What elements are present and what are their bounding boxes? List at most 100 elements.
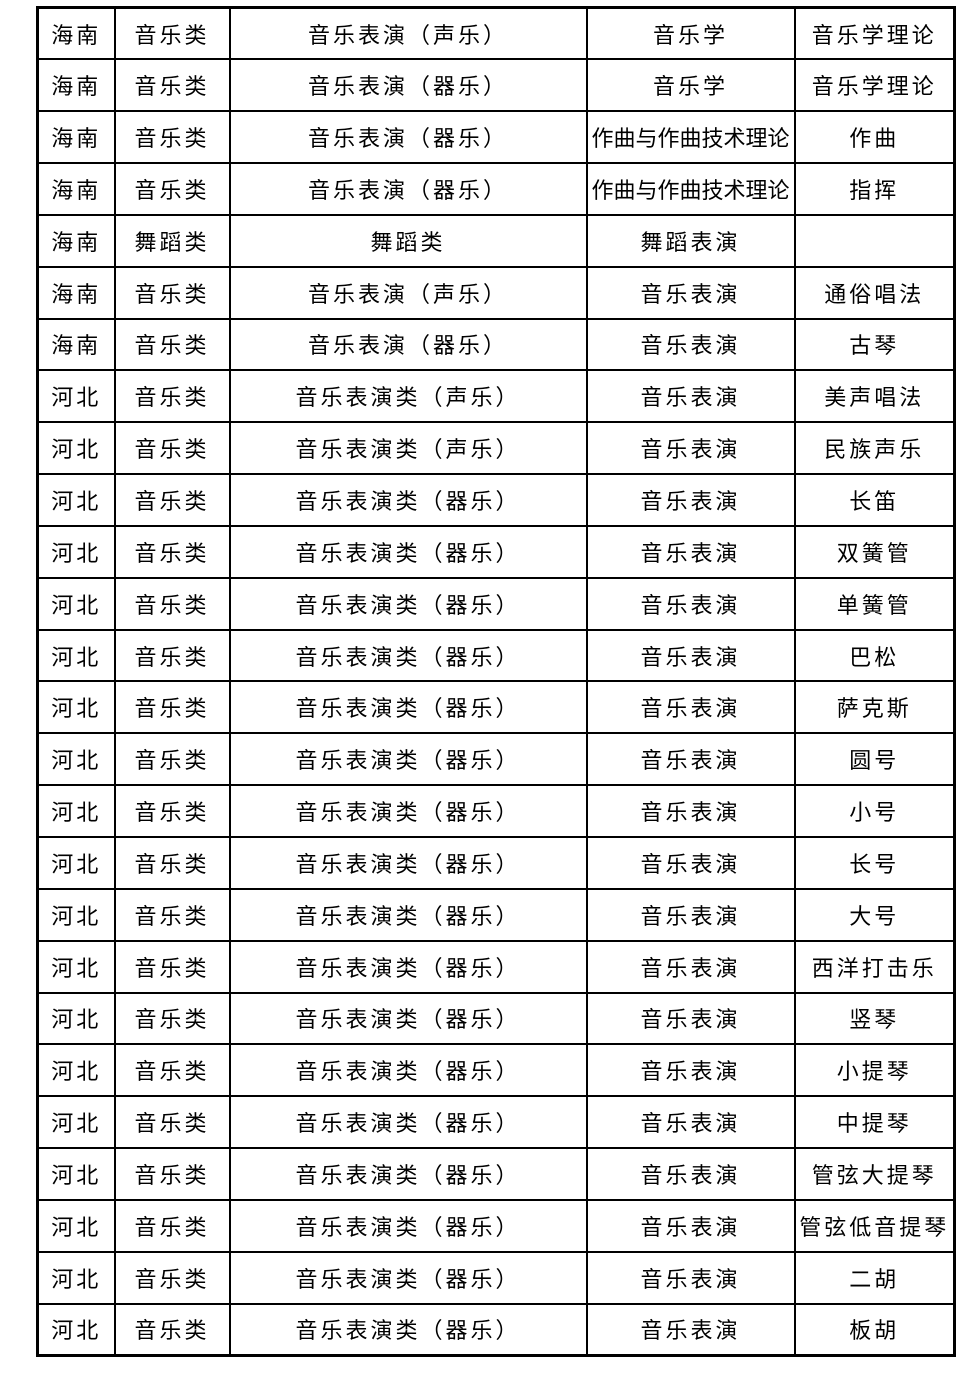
cell-category: 音乐类 <box>113 628 231 683</box>
cell-text: 音乐表演 <box>640 800 741 826</box>
cell-text: 音乐表演 <box>640 1007 741 1033</box>
cell-exam-type: 音乐表演类（器乐） <box>228 1198 588 1253</box>
cell-exam-type: 音乐表演类（器乐） <box>228 732 588 787</box>
cell-major: 音乐表演 <box>585 265 796 320</box>
cell-major: 音乐表演 <box>585 991 796 1046</box>
cell-major: 音乐表演 <box>585 1095 796 1150</box>
cell-province: 河北 <box>36 732 116 787</box>
cell-text: 音乐类 <box>134 437 210 463</box>
cell-exam-type: 音乐表演（器乐） <box>228 58 588 113</box>
cell-province: 海南 <box>36 58 116 113</box>
cell-text: 小提琴 <box>836 1059 912 1085</box>
cell-text: 音乐表演 <box>640 1162 741 1188</box>
cell-text: 作曲 <box>849 126 900 152</box>
cell-province: 海南 <box>36 317 116 372</box>
cell-text: 音乐类 <box>134 1007 210 1033</box>
table-row: 河北 音乐类 音乐表演类（器乐） 音乐表演 长号 <box>36 836 956 890</box>
cell-major: 音乐表演 <box>585 887 796 942</box>
cell-text: 音乐表演 <box>640 489 741 515</box>
cell-text: 音乐表演 <box>640 851 741 877</box>
cell-text: 音乐表演类（器乐） <box>295 489 521 515</box>
cell-direction: 管弦大提琴 <box>793 1147 956 1201</box>
cell-category: 音乐类 <box>113 110 231 165</box>
cell-text: 音乐表演（器乐） <box>307 333 508 359</box>
cell-text: 音乐类 <box>134 696 210 722</box>
table-row: 河北 音乐类 音乐表演类（器乐） 音乐表演 长笛 <box>36 473 956 527</box>
cell-text: 音乐表演 <box>640 903 741 929</box>
cell-province: 河北 <box>36 939 116 994</box>
cell-text: 音乐表演类（器乐） <box>295 1111 521 1137</box>
cell-direction: 大号 <box>793 887 956 942</box>
cell-text: 海南 <box>51 126 102 152</box>
cell-category: 音乐类 <box>113 1198 231 1253</box>
cell-text: 音乐类 <box>134 1318 210 1344</box>
cell-text: 音乐类 <box>134 1162 210 1188</box>
cell-text: 河北 <box>51 696 102 722</box>
cell-exam-type: 音乐表演类（器乐） <box>228 473 588 527</box>
cell-text: 音乐表演 <box>640 1111 741 1137</box>
cell-direction: 板胡 <box>793 1302 956 1357</box>
cell-direction: 长号 <box>793 836 956 890</box>
cell-direction: 古琴 <box>793 317 956 372</box>
cell-text: 音乐类 <box>134 22 210 48</box>
cell-text: 音乐表演 <box>640 281 741 307</box>
cell-text: 音乐表演 <box>640 540 741 566</box>
cell-text: 音乐表演类（声乐） <box>295 385 521 411</box>
cell-text: 管弦大提琴 <box>811 1162 937 1188</box>
cell-province: 海南 <box>36 265 116 320</box>
cell-text: 音乐表演 <box>640 696 741 722</box>
cell-major: 音乐表演 <box>585 939 796 994</box>
cell-category: 音乐类 <box>113 265 231 320</box>
cell-text: 海南 <box>51 229 102 255</box>
cell-major: 音乐表演 <box>585 317 796 372</box>
cell-province: 河北 <box>36 784 116 838</box>
cell-text: 音乐类 <box>134 1214 210 1240</box>
cell-text: 美声唱法 <box>824 385 925 411</box>
table-row: 海南 音乐类 音乐表演（器乐） 作曲与作曲技术理论 作曲 <box>36 110 956 165</box>
cell-text: 音乐类 <box>134 333 210 359</box>
table-row: 河北 音乐类 音乐表演类（器乐） 音乐表演 中提琴 <box>36 1095 956 1150</box>
cell-text: 音乐表演 <box>640 955 741 981</box>
cell-text: 河北 <box>51 748 102 774</box>
cell-category: 音乐类 <box>113 6 231 61</box>
cell-province: 河北 <box>36 473 116 527</box>
cell-text: 圆号 <box>849 748 900 774</box>
cell-text: 海南 <box>51 333 102 359</box>
cell-category: 音乐类 <box>113 991 231 1046</box>
cell-text: 音乐类 <box>134 800 210 826</box>
cell-exam-type: 音乐表演类（声乐） <box>228 421 588 476</box>
table-row: 河北 音乐类 音乐表演类（器乐） 音乐表演 小号 <box>36 784 956 838</box>
cell-province: 海南 <box>36 162 116 216</box>
cell-text: 音乐学理论 <box>811 74 937 100</box>
cell-text: 音乐类 <box>134 851 210 877</box>
cell-text: 巴松 <box>849 644 900 670</box>
cell-major: 音乐表演 <box>585 473 796 527</box>
cell-major: 音乐表演 <box>585 524 796 579</box>
cell-province: 河北 <box>36 1043 116 1098</box>
cell-major: 音乐表演 <box>585 1198 796 1253</box>
cell-text: 音乐表演 <box>640 333 741 359</box>
table-row: 河北 音乐类 音乐表演类（声乐） 音乐表演 民族声乐 <box>36 421 956 476</box>
cell-exam-type: 音乐表演类（器乐） <box>228 1147 588 1201</box>
table-row: 海南 音乐类 音乐表演（器乐） 作曲与作曲技术理论 指挥 <box>36 162 956 216</box>
cell-text: 河北 <box>51 1111 102 1137</box>
cell-direction: 单簧管 <box>793 576 956 631</box>
cell-text: 河北 <box>51 955 102 981</box>
cell-category: 音乐类 <box>113 887 231 942</box>
cell-text: 音乐表演 <box>640 1318 741 1344</box>
table-row: 河北 音乐类 音乐表演类（器乐） 音乐表演 管弦低音提琴 <box>36 1198 956 1253</box>
table-row: 河北 音乐类 音乐表演类（器乐） 音乐表演 单簧管 <box>36 576 956 631</box>
cell-text: 音乐表演 <box>640 592 741 618</box>
cell-exam-type: 音乐表演类（器乐） <box>228 939 588 994</box>
cell-direction: 萨克斯 <box>793 680 956 735</box>
table-row: 河北 音乐类 音乐表演类（器乐） 音乐表演 板胡 <box>36 1302 956 1357</box>
cell-direction: 美声唱法 <box>793 369 956 424</box>
cell-direction: 音乐学理论 <box>793 58 956 113</box>
cell-text: 音乐表演 <box>640 644 741 670</box>
cell-text: 音乐表演（声乐） <box>307 281 508 307</box>
cell-text: 双簧管 <box>836 540 912 566</box>
cell-text: 音乐类 <box>134 74 210 100</box>
cell-text: 音乐表演类（器乐） <box>295 1214 521 1240</box>
cell-category: 舞蹈类 <box>113 213 231 268</box>
cell-text: 音乐表演类（器乐） <box>295 1266 521 1292</box>
